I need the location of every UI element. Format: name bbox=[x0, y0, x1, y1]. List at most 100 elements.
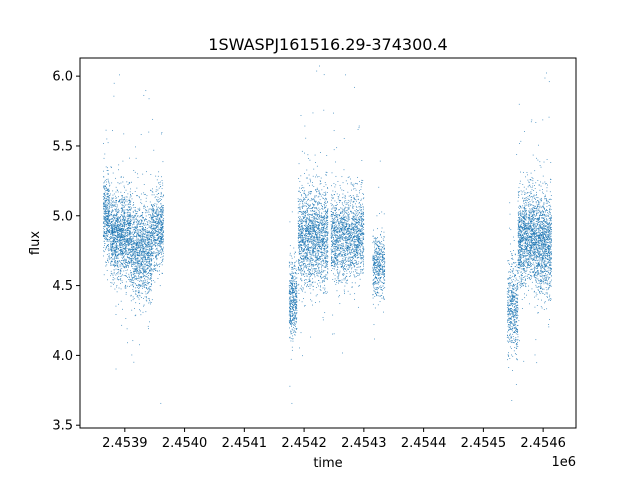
data-point bbox=[157, 255, 159, 256]
data-point bbox=[308, 220, 310, 221]
data-point bbox=[162, 184, 164, 186]
data-point bbox=[314, 281, 316, 283]
data-point bbox=[156, 199, 158, 201]
data-point bbox=[300, 245, 302, 246]
data-point bbox=[298, 238, 299, 240]
data-point bbox=[138, 220, 140, 222]
data-point bbox=[151, 248, 153, 250]
data-point bbox=[144, 212, 146, 214]
data-point bbox=[156, 247, 158, 249]
data-point bbox=[110, 241, 112, 243]
data-point bbox=[161, 215, 163, 217]
data-point bbox=[289, 302, 290, 304]
data-point bbox=[135, 290, 137, 292]
data-point bbox=[123, 248, 125, 250]
data-point bbox=[303, 210, 305, 212]
data-point bbox=[111, 210, 113, 212]
data-point bbox=[119, 273, 121, 274]
data-point bbox=[291, 333, 293, 334]
data-point bbox=[307, 237, 309, 239]
data-point bbox=[126, 244, 128, 245]
data-point bbox=[143, 194, 145, 195]
data-point bbox=[296, 301, 298, 302]
data-point bbox=[115, 234, 116, 236]
data-point bbox=[324, 256, 326, 258]
data-point bbox=[106, 184, 107, 185]
data-point bbox=[113, 224, 114, 226]
data-point bbox=[138, 309, 140, 311]
data-point bbox=[144, 254, 146, 256]
data-point bbox=[149, 298, 150, 300]
data-point bbox=[113, 282, 115, 284]
data-point bbox=[115, 223, 116, 225]
data-point bbox=[146, 249, 148, 251]
data-point bbox=[159, 285, 161, 287]
data-point bbox=[307, 284, 308, 285]
data-point bbox=[311, 222, 313, 224]
data-point bbox=[312, 198, 314, 200]
data-point bbox=[115, 197, 117, 199]
data-point bbox=[160, 241, 162, 242]
data-point bbox=[123, 229, 124, 231]
data-point bbox=[106, 217, 108, 219]
data-point bbox=[293, 310, 295, 311]
data-point bbox=[321, 255, 323, 257]
data-point bbox=[298, 190, 299, 192]
data-point bbox=[125, 293, 127, 295]
data-point bbox=[139, 254, 141, 256]
data-point bbox=[108, 211, 110, 213]
data-point bbox=[317, 188, 318, 190]
data-point bbox=[143, 249, 145, 251]
data-point bbox=[104, 210, 106, 212]
data-point bbox=[106, 254, 108, 255]
data-point bbox=[104, 194, 106, 196]
data-point bbox=[136, 269, 138, 271]
data-point bbox=[124, 230, 126, 232]
data-point bbox=[292, 296, 294, 298]
data-point bbox=[156, 242, 158, 244]
data-point bbox=[143, 274, 145, 276]
data-point bbox=[316, 195, 317, 197]
data-point bbox=[107, 258, 109, 260]
data-point bbox=[119, 243, 121, 245]
data-point bbox=[126, 238, 128, 240]
data-point bbox=[127, 240, 128, 241]
data-point bbox=[154, 221, 156, 223]
data-point bbox=[292, 338, 294, 340]
data-point bbox=[159, 219, 161, 221]
data-point bbox=[148, 239, 150, 241]
data-point bbox=[133, 263, 135, 265]
data-point bbox=[142, 212, 144, 213]
data-point bbox=[132, 248, 134, 250]
data-point bbox=[131, 224, 133, 226]
data-point bbox=[293, 291, 295, 293]
data-point bbox=[139, 250, 141, 252]
data-point bbox=[131, 249, 133, 251]
data-point bbox=[318, 266, 320, 268]
data-point bbox=[309, 259, 311, 261]
data-point bbox=[129, 254, 131, 256]
data-point bbox=[290, 280, 292, 282]
data-point bbox=[108, 225, 110, 227]
data-point bbox=[156, 217, 158, 219]
data-point bbox=[137, 241, 139, 243]
data-point bbox=[145, 264, 147, 266]
data-point bbox=[137, 173, 139, 175]
data-point bbox=[104, 213, 106, 215]
data-point bbox=[133, 220, 135, 222]
data-point bbox=[150, 264, 152, 266]
data-point bbox=[321, 220, 323, 222]
data-point bbox=[118, 303, 119, 305]
data-point bbox=[310, 246, 312, 248]
data-point bbox=[130, 201, 131, 203]
data-point bbox=[131, 238, 133, 240]
data-point bbox=[143, 184, 145, 185]
data-point bbox=[155, 252, 157, 254]
data-point bbox=[303, 256, 305, 258]
data-point bbox=[322, 243, 324, 245]
data-point bbox=[316, 262, 318, 264]
data-point bbox=[107, 260, 109, 262]
data-point bbox=[148, 220, 150, 222]
data-point bbox=[114, 231, 116, 232]
data-point bbox=[149, 278, 151, 280]
